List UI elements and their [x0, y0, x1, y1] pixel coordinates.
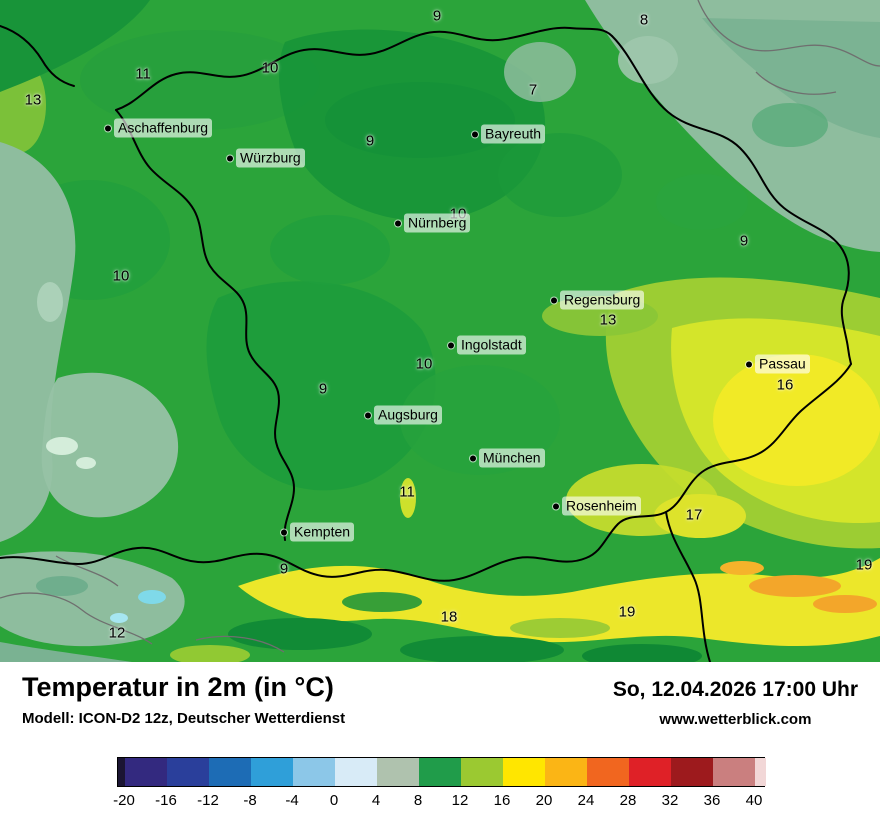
city-marker: Nürnberg — [395, 213, 471, 233]
legend-tick-label: 24 — [577, 792, 595, 809]
legend-color-cell — [419, 758, 461, 786]
legend-color-cell — [713, 758, 755, 786]
model-info: Modell: ICON-D2 12z, Deutscher Wetterdie… — [22, 710, 346, 727]
city-marker: Bayreuth — [472, 124, 546, 144]
legend-color-cell — [293, 758, 335, 786]
country-border-spur — [665, 511, 711, 662]
city-label: Aschaffenburg — [114, 118, 213, 138]
city-dot-icon — [553, 503, 559, 509]
color-scale-legend: -20 -16 -12 -8 -4 0 4 8 12 16 20 24 28 32 36 40 — [113, 757, 766, 812]
legend-tick-label: 28 — [619, 792, 637, 809]
country-border-austria — [0, 363, 852, 582]
country-border-lines — [0, 25, 852, 662]
state-border-topleft — [0, 25, 75, 87]
city-marker: Ingolstadt — [448, 335, 526, 355]
legend-color-cell — [503, 758, 545, 786]
legend-color-cell — [125, 758, 167, 786]
state-border-west — [115, 109, 295, 541]
city-dot-icon — [281, 529, 287, 535]
state-border-north — [115, 26, 613, 111]
city-label: Nürnberg — [404, 213, 471, 233]
legend-bar — [117, 757, 766, 787]
city-marker: Rosenheim — [553, 496, 641, 516]
city-dot-icon — [746, 361, 752, 367]
website-url: www.wetterblick.com — [659, 711, 812, 728]
city-marker: Passau — [746, 354, 810, 374]
city-marker: München — [470, 448, 545, 468]
legend-tick-label: 4 — [371, 792, 381, 809]
title-block: Temperatur in 2m (in °C) Modell: ICON-D2… — [22, 672, 345, 727]
legend-color-cell — [167, 758, 209, 786]
legend-tick-label: 40 — [745, 792, 763, 809]
temperature-map-svg — [0, 0, 880, 662]
page-title: Temperatur in 2m (in °C) — [22, 672, 334, 702]
legend-tick-label: 36 — [703, 792, 721, 809]
legend-color-cell — [671, 758, 713, 786]
datetime-block: So, 12.04.2026 17:00 Uhr www.wetterblick… — [613, 678, 858, 728]
city-label: Rosenheim — [562, 496, 641, 516]
legend-color-cell — [209, 758, 251, 786]
forecast-datetime: So, 12.04.2026 17:00 Uhr — [612, 678, 858, 701]
legend-tick-label: 8 — [413, 792, 423, 809]
legend-color-cell — [629, 758, 671, 786]
city-dot-icon — [227, 155, 233, 161]
city-label: Passau — [755, 354, 810, 374]
city-marker: Aschaffenburg — [105, 118, 213, 138]
city-marker: Würzburg — [227, 148, 305, 168]
city-marker: Augsburg — [365, 405, 442, 425]
city-dot-icon — [395, 220, 401, 226]
legend-tick-label: -8 — [243, 792, 257, 809]
legend-tick-label: 16 — [493, 792, 511, 809]
city-label: Bayreuth — [481, 124, 546, 144]
city-label: Kempten — [290, 522, 355, 542]
info-footer: Temperatur in 2m (in °C) Modell: ICON-D2… — [0, 662, 880, 830]
legend-color-cell — [755, 758, 766, 786]
legend-color-cell — [377, 758, 419, 786]
legend-color-cell — [461, 758, 503, 786]
district-border-lines — [0, 0, 880, 653]
legend-tick-label: 32 — [661, 792, 679, 809]
city-dot-icon — [472, 131, 478, 137]
city-marker: Kempten — [281, 522, 355, 542]
legend-tick-label: -12 — [197, 792, 219, 809]
map-area: 13111098791091013101691117199181912Ascha… — [0, 0, 880, 662]
legend-color-cell — [587, 758, 629, 786]
city-dot-icon — [551, 297, 557, 303]
legend-ticks: -20 -16 -12 -8 -4 0 4 8 12 16 20 24 28 32 36 40 — [113, 792, 765, 812]
legend-color-cell — [545, 758, 587, 786]
city-label: München — [479, 448, 545, 468]
city-label: Regensburg — [560, 290, 645, 310]
city-dot-icon — [448, 342, 454, 348]
legend-tick-label: 20 — [535, 792, 553, 809]
legend-tick-label: 0 — [329, 792, 339, 809]
city-marker: Regensburg — [551, 290, 645, 310]
country-border-czech — [611, 35, 852, 365]
legend-tick-label: -4 — [285, 792, 299, 809]
city-dot-icon — [365, 412, 371, 418]
legend-color-cell — [335, 758, 377, 786]
legend-color-cell — [118, 758, 125, 786]
city-label: Augsburg — [374, 405, 442, 425]
legend-tick-label: -20 — [113, 792, 135, 809]
city-label: Würzburg — [236, 148, 305, 168]
legend-tick-label: 12 — [451, 792, 469, 809]
legend-color-cell — [251, 758, 293, 786]
city-dot-icon — [105, 125, 111, 131]
legend-tick-label: -16 — [155, 792, 177, 809]
city-label: Ingolstadt — [457, 335, 526, 355]
city-dot-icon — [470, 455, 476, 461]
